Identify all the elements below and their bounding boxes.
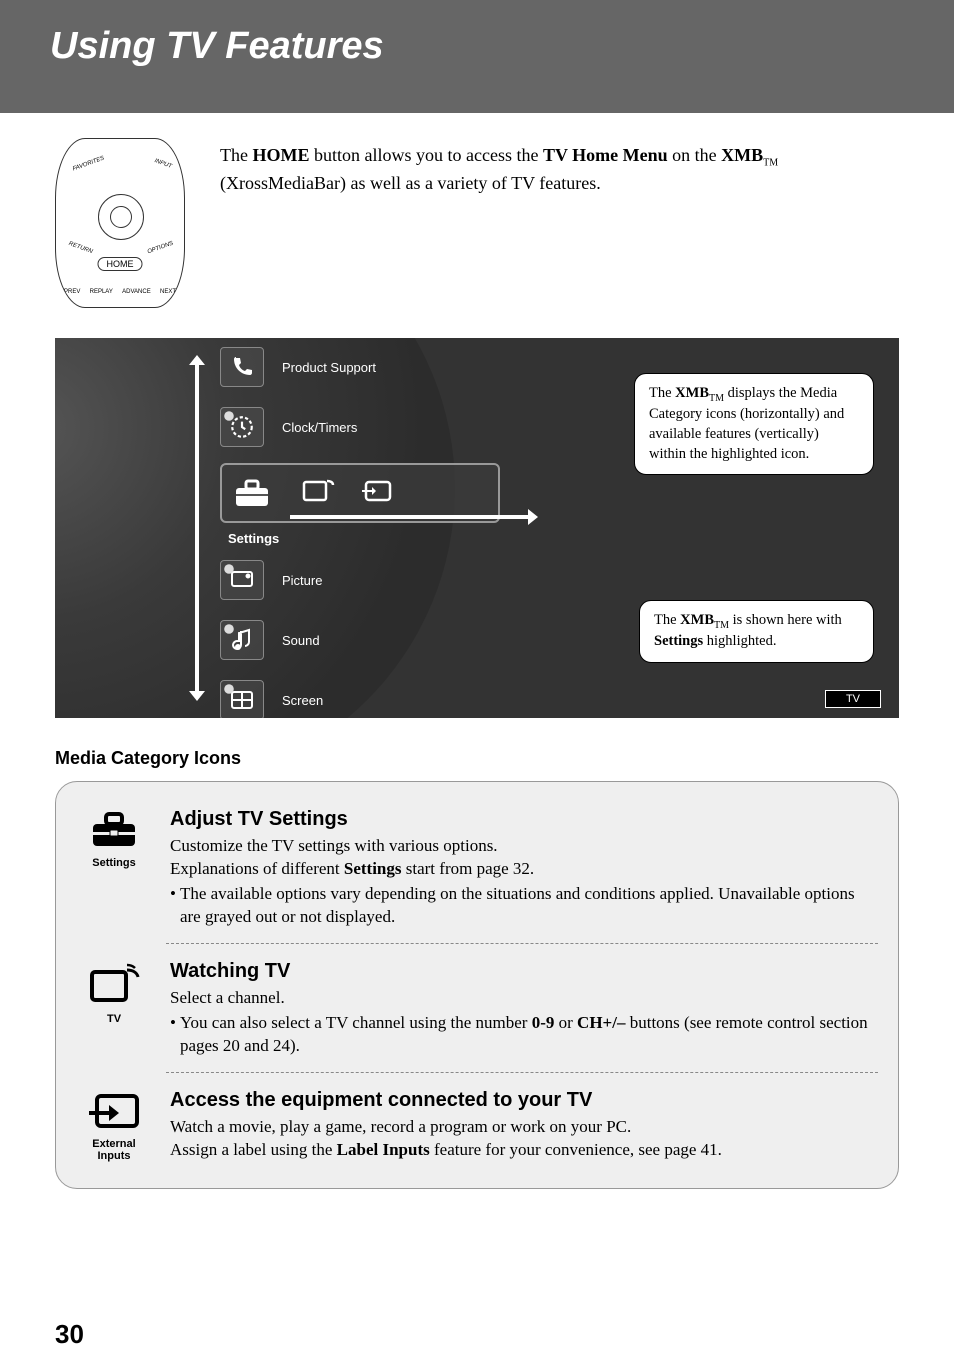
remote-options-label: OPTIONS [147,241,174,256]
external-input-icon [87,1091,141,1135]
tv-icon [87,962,141,1006]
media-icon-label: External Inputs [76,1138,152,1162]
remote-return-label: RETURN [68,241,94,255]
media-row-external-inputs: External Inputs Access the equipment con… [76,1079,878,1170]
vertical-arrow-icon [195,363,199,693]
horizontal-arrow-icon [290,515,530,519]
xmb-screenshot: Product Support Clock/Timers [55,338,899,718]
media-category-heading: Media Category Icons [55,748,899,769]
remote-bottom-row: PREV REPLAY ADVANCE NEXT [64,289,176,295]
picture-icon [220,560,264,600]
callout-xmb-description: The XMBTM displays the Media Category ic… [634,373,874,475]
remote-home-button: HOME [98,257,143,271]
xmb-item-product-support: Product Support [220,343,500,391]
screen-icon [220,680,264,718]
media-row-body: Select a channel. •You can also select a… [170,987,878,1058]
media-row-body: Customize the TV settings with various o… [170,835,878,929]
xmb-item-label: Sound [282,633,320,648]
xmb-item-label: Picture [282,573,322,588]
media-row-title: Access the equipment connected to your T… [170,1087,878,1114]
page-number: 30 [55,1319,954,1350]
xmb-item-label: Screen [282,693,323,708]
xmb-item-screen: Screen [220,676,500,718]
tv-row-icon [301,476,335,511]
xmb-item-label: Clock/Timers [282,420,357,435]
xmb-item-sound: Sound [220,616,500,664]
media-category-panel: Settings Adjust TV Settings Customize th… [55,781,899,1189]
media-row-tv: TV Watching TV Select a channel. •You ca… [76,950,878,1066]
sound-icon [220,620,264,660]
media-row-settings: Settings Adjust TV Settings Customize th… [76,798,878,937]
media-row-body: Watch a movie, play a game, record a pro… [170,1116,878,1162]
callout-settings-highlighted: The XMBTM is shown here with Settings hi… [639,600,874,663]
toolbox-icon [87,810,141,854]
divider [166,943,878,944]
xmb-highlight-label: Settings [228,531,500,546]
xmb-item-label: Product Support [282,360,376,375]
chapter-title: Using TV Features [50,25,914,68]
divider [166,1072,878,1073]
media-row-title: Watching TV [170,958,878,985]
phone-icon [220,347,264,387]
xmb-highlighted-row [220,463,500,523]
xmb-item-clock-timers: Clock/Timers [220,403,500,451]
input-row-icon [360,478,394,509]
chapter-banner: Using TV Features [0,0,954,113]
remote-illustration: FAVORITES INPUT RETURN OPTIONS HOME PREV… [55,138,195,318]
remote-dpad [98,194,144,240]
remote-favorites-label: FAVORITES [72,155,105,172]
toolbox-icon [228,471,276,515]
remote-input-label: INPUT [154,158,173,170]
clock-icon [220,407,264,447]
xmb-item-picture: Picture [220,556,500,604]
intro-paragraph: The HOME button allows you to access the… [220,138,899,196]
media-icon-label: TV [76,1013,152,1025]
media-icon-label: Settings [76,857,152,869]
media-row-title: Adjust TV Settings [170,806,878,833]
tv-badge: TV [825,690,881,708]
